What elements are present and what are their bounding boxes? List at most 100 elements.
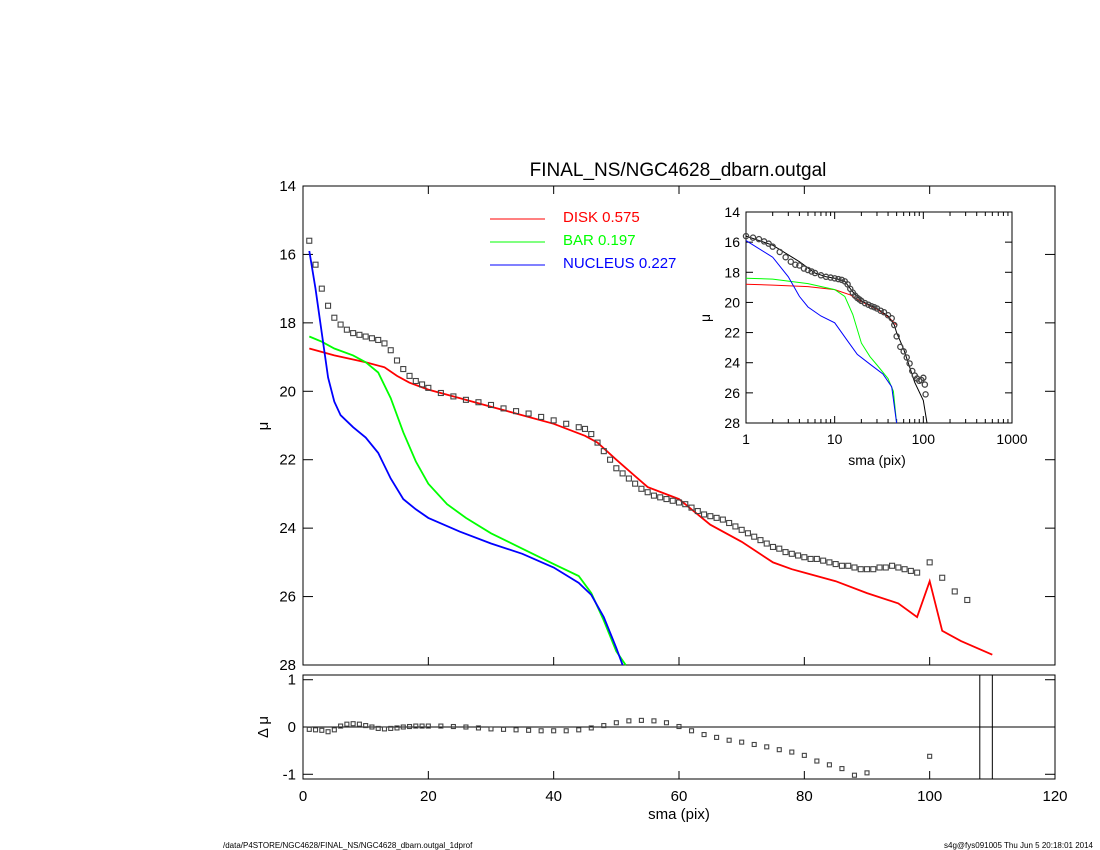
data-point bbox=[895, 564, 902, 571]
data-point bbox=[594, 439, 601, 446]
main-y-tick-label: 14 bbox=[279, 178, 296, 195]
data-point bbox=[312, 261, 319, 268]
data-point bbox=[513, 408, 520, 415]
data-point bbox=[807, 555, 814, 562]
residual-y-ticks: -1 0 1 bbox=[283, 672, 1055, 783]
data-point bbox=[826, 559, 833, 566]
footer-timestamp: s4g@fys091005 Thu Jun 5 20:18:01 2014 bbox=[944, 841, 1094, 850]
inset-data-point bbox=[838, 276, 845, 284]
legend-label-nucleus: NUCLEUS 0.227 bbox=[563, 255, 676, 272]
inset-plot-frame bbox=[745, 211, 1013, 424]
data-point bbox=[387, 347, 394, 354]
data-point bbox=[425, 384, 432, 391]
residual-x-tick-label: 20 bbox=[420, 788, 437, 805]
data-point bbox=[694, 507, 701, 515]
main-series bbox=[306, 237, 993, 666]
inset-data-point bbox=[742, 232, 750, 240]
residual-point bbox=[839, 766, 845, 772]
residual-point bbox=[701, 732, 707, 738]
residual-point bbox=[688, 728, 695, 734]
inset-data-point bbox=[782, 253, 789, 261]
data-point bbox=[663, 496, 670, 503]
inset-data-point bbox=[755, 235, 763, 243]
data-point bbox=[644, 489, 651, 496]
data-point bbox=[362, 333, 369, 340]
data-point bbox=[845, 562, 852, 569]
data-point bbox=[719, 516, 726, 523]
residual-point bbox=[488, 726, 494, 732]
data-point bbox=[889, 562, 896, 569]
data-point bbox=[851, 564, 858, 571]
inset-data-point bbox=[888, 315, 895, 322]
main-title: FINAL_NS/NGC4628_dbarn.outgal bbox=[530, 160, 827, 181]
residual-point bbox=[851, 772, 858, 778]
data-point bbox=[788, 550, 795, 557]
inset-data-point bbox=[827, 274, 834, 281]
data-point bbox=[437, 389, 444, 397]
data-point bbox=[669, 497, 676, 504]
data-point bbox=[738, 526, 745, 533]
data-point bbox=[343, 326, 350, 333]
residual-point bbox=[676, 723, 682, 730]
residual-point bbox=[450, 723, 456, 730]
residual-point bbox=[526, 727, 532, 733]
data-point bbox=[707, 513, 714, 520]
data-point bbox=[657, 494, 664, 501]
residual-x-tick-label: 100 bbox=[917, 788, 942, 805]
residual-point bbox=[814, 758, 820, 764]
data-point bbox=[964, 596, 971, 604]
residual-point bbox=[789, 749, 795, 755]
residual-point bbox=[751, 741, 757, 748]
data-point bbox=[744, 530, 751, 537]
data-point bbox=[500, 405, 507, 412]
data-point bbox=[795, 552, 802, 559]
residual-point bbox=[438, 723, 444, 729]
data-point bbox=[607, 456, 614, 463]
inset-data-point bbox=[897, 343, 904, 351]
data-point bbox=[926, 559, 933, 566]
residual-point bbox=[463, 724, 469, 730]
data-point bbox=[688, 504, 695, 511]
legend-label-disk: DISK 0.575 bbox=[563, 209, 640, 226]
inset-x-ticks: 1 10 100 1000 bbox=[742, 212, 1028, 447]
inset-data-point bbox=[921, 381, 929, 388]
residual-point bbox=[400, 724, 406, 730]
data-point bbox=[475, 399, 482, 406]
data-point bbox=[701, 511, 708, 518]
data-point bbox=[331, 314, 338, 321]
residual-point bbox=[369, 724, 375, 730]
residual-point bbox=[344, 721, 350, 727]
residual-point bbox=[500, 726, 507, 732]
residual-point bbox=[576, 727, 582, 733]
data-point bbox=[757, 537, 764, 544]
main-y-axis-label: μ bbox=[255, 422, 272, 431]
residual-point bbox=[626, 718, 632, 724]
inset-y-tick-label: 22 bbox=[724, 325, 740, 341]
residual-point bbox=[776, 747, 782, 753]
data-point bbox=[901, 566, 908, 573]
footer-file-path: /data/P4STORE/NGC4628/FINAL_NS/NGC4628_d… bbox=[223, 841, 473, 850]
data-point bbox=[588, 431, 595, 438]
inset-data-point bbox=[893, 333, 900, 340]
data-point bbox=[400, 365, 407, 373]
data-point bbox=[412, 377, 419, 385]
residual-point bbox=[319, 727, 325, 733]
inset-y-tick-label: 16 bbox=[724, 234, 740, 250]
inset-data-point bbox=[749, 234, 757, 241]
inset-x-tick-label: 10 bbox=[827, 431, 843, 447]
data-point bbox=[350, 330, 357, 337]
main-y-tick-label: 18 bbox=[279, 315, 296, 332]
residual-point bbox=[406, 723, 413, 730]
inset-x-axis-label: sma (pix) bbox=[848, 452, 906, 468]
inset-data-point bbox=[769, 243, 776, 250]
residual-x-tick-label: 0 bbox=[299, 788, 307, 805]
inset-data-point bbox=[844, 281, 851, 288]
inset-x-tick-label: 100 bbox=[912, 431, 936, 447]
residual-point bbox=[388, 725, 394, 731]
legend-label-bar: BAR 0.197 bbox=[563, 232, 636, 249]
residual-point bbox=[551, 728, 557, 734]
residual-point bbox=[601, 723, 607, 729]
residual-point bbox=[381, 726, 388, 732]
residual-point bbox=[312, 727, 319, 733]
main-y-tick-label: 26 bbox=[279, 589, 296, 606]
